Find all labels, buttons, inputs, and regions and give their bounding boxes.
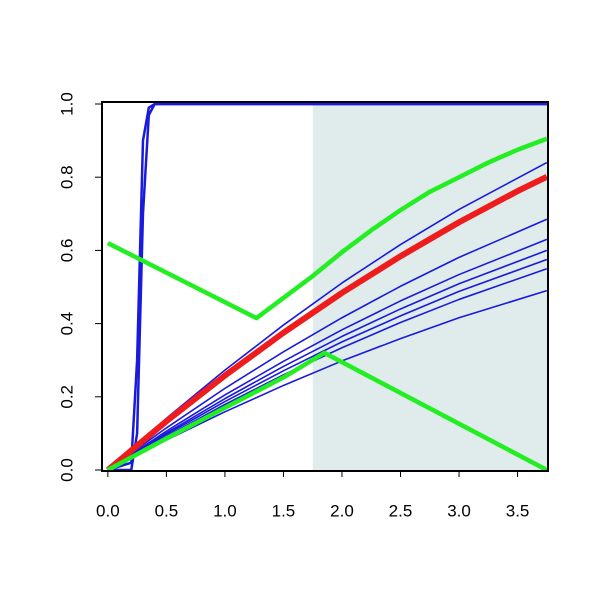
line [107, 258, 548, 471]
plot-frame [101, 101, 549, 472]
x-tick-label: 1.5 [272, 501, 296, 520]
y-tick-label: 0.8 [57, 165, 76, 189]
y-tick-label: 1.0 [57, 92, 76, 116]
line [107, 238, 548, 471]
y-tick-label: 0.4 [57, 312, 76, 336]
line [107, 249, 548, 471]
x-tick-label: 2.0 [330, 501, 354, 520]
x-tick-label: 0.5 [155, 501, 179, 520]
y-tick-label: 0.0 [57, 458, 76, 482]
line [106, 136, 548, 321]
x-tick-label: 3.5 [506, 501, 530, 520]
x-tick-label: 2.5 [389, 501, 413, 520]
line [106, 350, 548, 472]
x-tick-label: 1.0 [213, 501, 237, 520]
line [107, 218, 548, 471]
y-tick-label: 0.6 [57, 239, 76, 263]
line [105, 174, 549, 473]
x-tick-label: 3.0 [447, 501, 471, 520]
x-tick-label: 0.0 [96, 501, 120, 520]
y-tick-label: 0.2 [57, 385, 76, 409]
